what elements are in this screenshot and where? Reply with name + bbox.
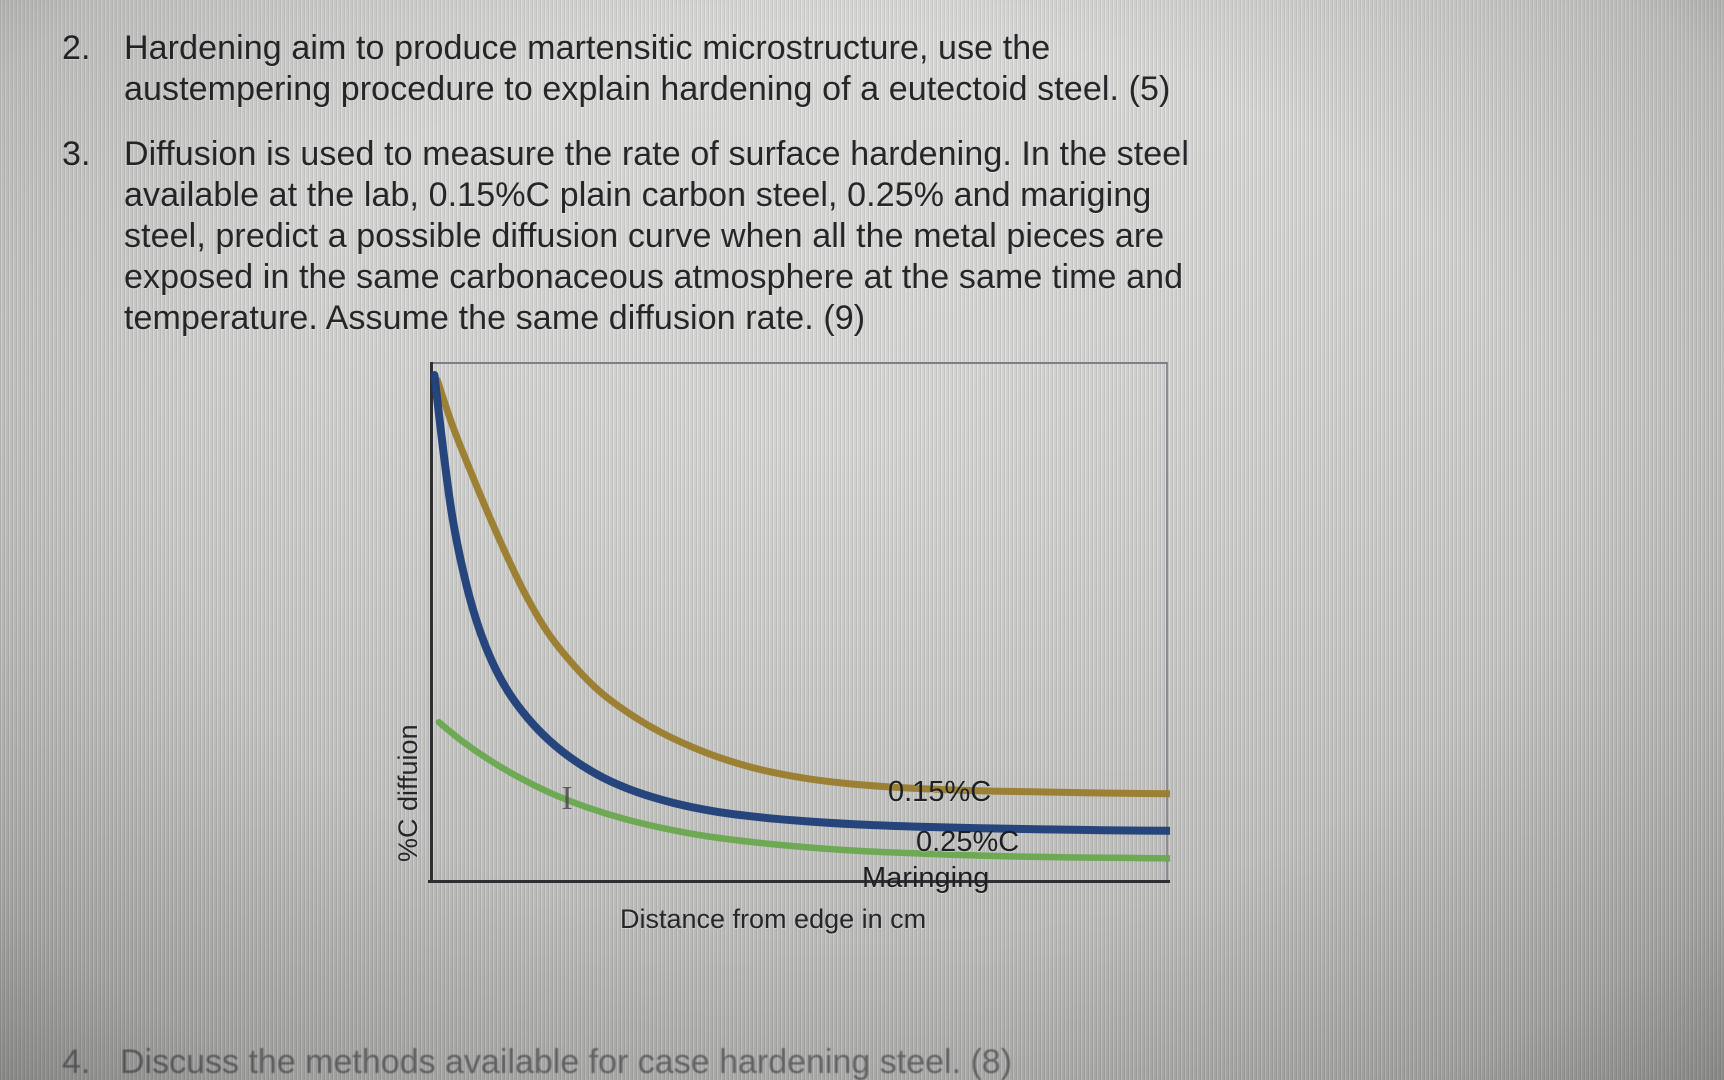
question-2-line-1: Hardening aim to produce martensitic mic… (124, 29, 1051, 67)
text-cursor-icon: I (561, 780, 573, 817)
question-item-2: 2. Hardening aim to produce martensitic … (62, 28, 1712, 110)
chart-y-axis-line (430, 362, 433, 882)
curve-0-15-c (433, 376, 1170, 798)
curve-0-25-c (430, 371, 1170, 835)
chart-x-axis-line (428, 880, 1170, 883)
question-2-number: 2. (62, 29, 91, 67)
question-3-line-1: Diffusion is used to measure the rate of… (124, 135, 1189, 173)
question-item-3: 3. Diffusion is used to measure the rate… (62, 134, 1712, 339)
question-2-line-2: austempering procedure to explain harden… (124, 70, 1171, 108)
question-3-body: Diffusion is used to measure the rate of… (124, 134, 1712, 339)
curve-maringing (435, 718, 1170, 862)
chart-frame (430, 362, 1168, 882)
question-3-line-5: temperature. Assume the same diffusion r… (124, 299, 866, 337)
question-3-line-3: steel, predict a possible diffusion curv… (124, 217, 1165, 255)
cut-off-line-text: Discuss the methods available for case h… (120, 1043, 1013, 1080)
cut-off-bottom-line: 4. Discuss the methods available for case… (62, 1042, 1722, 1080)
question-3-line-2: available at the lab, 0.15%C plain carbo… (124, 176, 1152, 214)
chart-y-axis-label: %C diffuion (393, 724, 423, 862)
question-3-line-4: exposed in the same carbonaceous atmosph… (124, 258, 1184, 296)
series-label-0-25-c: 0.25%C (916, 826, 1020, 858)
question-3-number: 3. (62, 135, 91, 173)
series-label-maringing: Maringing (862, 862, 990, 894)
chart-x-axis-label: Distance from edge in cm (620, 904, 927, 934)
cut-off-line-number: 4. (62, 1043, 91, 1080)
series-label-0-15-c: 0.15%C (888, 776, 992, 808)
diffusion-curves-plot (430, 371, 1170, 862)
question-2-body: Hardening aim to produce martensitic mic… (124, 28, 1712, 110)
